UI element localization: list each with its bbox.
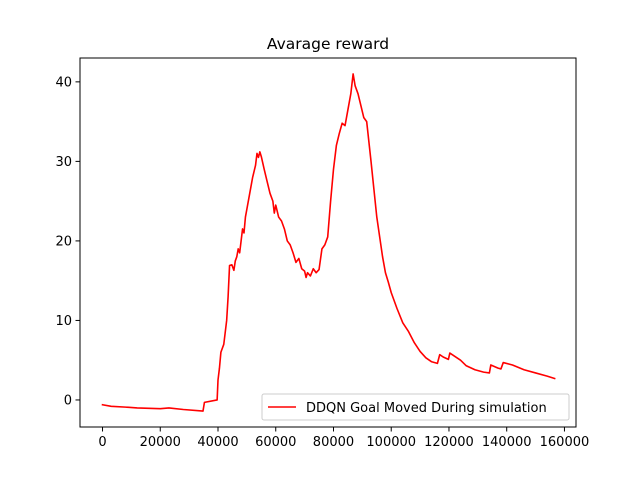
x-tick-label: 160000 — [540, 435, 590, 450]
x-tick-label: 60000 — [255, 435, 296, 450]
y-tick-label: 0 — [64, 393, 72, 408]
series-line-0 — [101, 73, 556, 412]
x-tick-label: 20000 — [140, 435, 181, 450]
plot-area — [101, 73, 556, 412]
x-tick-label: 40000 — [197, 435, 238, 450]
y-tick-label: 30 — [55, 155, 72, 170]
axes-frame — [79, 57, 577, 428]
legend-box — [261, 393, 570, 421]
y-axis: 0 10 20 30 40 — [55, 75, 80, 408]
y-tick-label: 20 — [55, 234, 72, 249]
x-axis: 0 20000 40000 60000 80000 100000 120000 140000 1… — [98, 427, 589, 450]
x-tick-label: 0 — [98, 435, 106, 450]
y-tick-label: 40 — [55, 75, 72, 90]
x-tick-label: 100000 — [366, 435, 416, 450]
x-tick-label: 140000 — [482, 435, 532, 450]
legend: DDQN Goal Moved During simulation — [261, 393, 570, 421]
x-tick-label: 120000 — [424, 435, 474, 450]
y-tick-label: 10 — [55, 314, 72, 329]
x-tick-label: 80000 — [313, 435, 354, 450]
chart-title: Avarage reward — [267, 35, 389, 53]
legend-label: DDQN Goal Moved During simulation — [306, 401, 547, 416]
